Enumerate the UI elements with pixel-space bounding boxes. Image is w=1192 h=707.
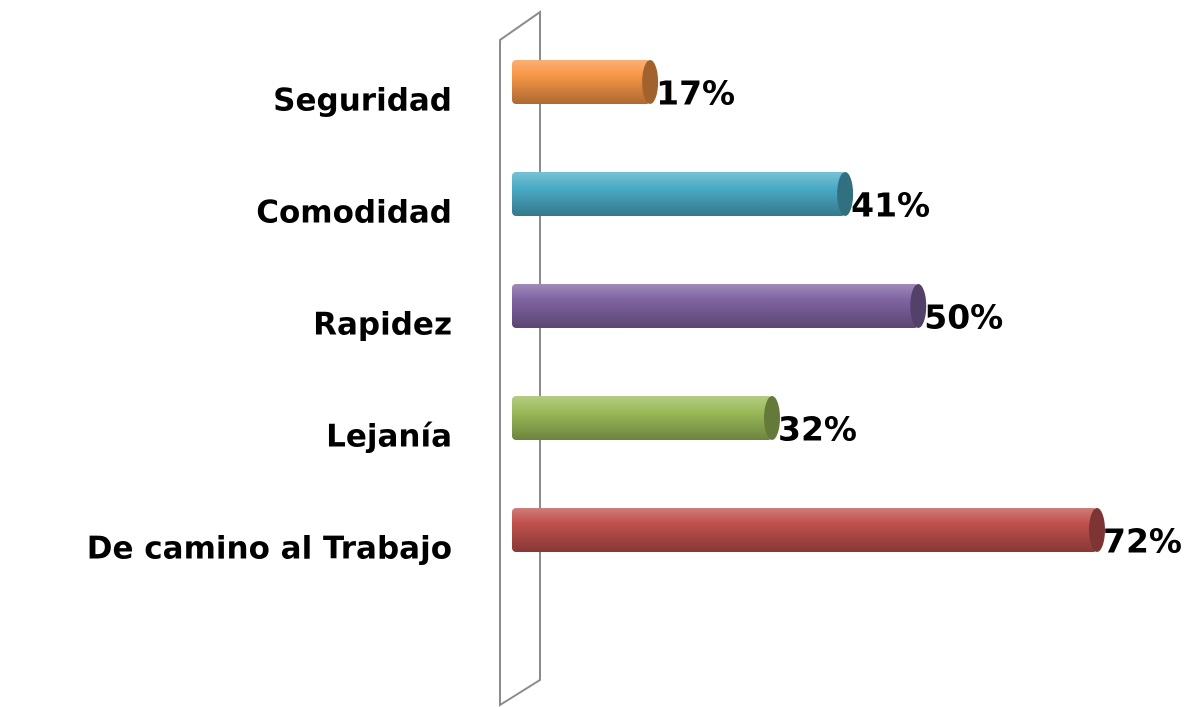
value-label: 17% — [656, 74, 735, 113]
axis-wall — [499, 10, 541, 707]
bar-cap — [642, 60, 659, 104]
bar-cap — [837, 172, 854, 216]
bar-cap — [910, 284, 927, 328]
bar — [512, 284, 919, 328]
bar — [512, 396, 772, 440]
bar — [512, 508, 1097, 552]
value-label: 50% — [924, 298, 1003, 337]
category-label: Lejanía — [326, 419, 452, 455]
value-label: 41% — [851, 186, 930, 225]
category-label: Seguridad — [273, 83, 452, 119]
bar-cap — [1089, 508, 1105, 552]
bar — [512, 172, 846, 216]
value-label: 72% — [1103, 522, 1182, 561]
bar — [512, 60, 651, 104]
category-label: De camino al Trabajo — [87, 531, 452, 567]
category-label: Rapidez — [313, 307, 452, 343]
bar-cap — [764, 396, 780, 440]
value-label: 32% — [778, 410, 857, 449]
category-label: Comodidad — [256, 195, 452, 231]
